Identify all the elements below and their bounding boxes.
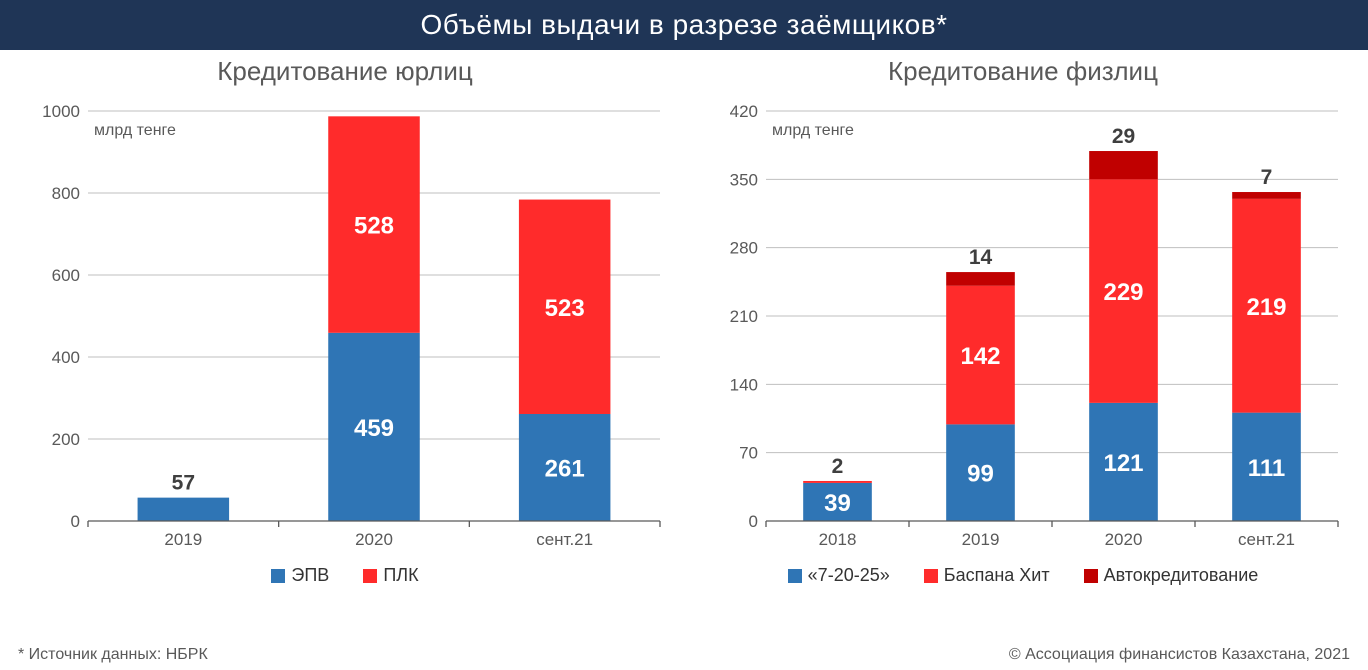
legend-swatch xyxy=(924,569,938,583)
page-title: Объёмы выдачи в разрезе заёмщиков* xyxy=(421,9,948,41)
svg-text:млрд тенге: млрд тенге xyxy=(94,122,176,139)
bar-value-label: 459 xyxy=(354,415,394,442)
bar-value-label: 7 xyxy=(1261,166,1273,189)
svg-text:600: 600 xyxy=(52,266,80,285)
svg-text:140: 140 xyxy=(730,375,758,394)
legend-swatch xyxy=(271,569,285,583)
footer-source: * Источник данных: НБРК xyxy=(18,646,208,664)
x-axis-label: 2020 xyxy=(355,530,393,549)
svg-text:280: 280 xyxy=(730,239,758,258)
x-axis-label: 2018 xyxy=(819,530,857,549)
legend-label: Баспана Хит xyxy=(944,565,1050,586)
bar-value-label: 111 xyxy=(1248,455,1285,482)
legend-swatch xyxy=(363,569,377,583)
legend-swatch xyxy=(788,569,802,583)
bar-value-label: 219 xyxy=(1246,294,1286,321)
x-axis-label: сент.21 xyxy=(1238,530,1295,549)
x-axis-label: 2019 xyxy=(164,530,202,549)
bar-value-label: 29 xyxy=(1112,125,1135,148)
bar-value-label: 14 xyxy=(969,246,993,269)
legend-label: ЭПВ xyxy=(291,565,329,586)
bar-value-label: 99 xyxy=(967,461,994,488)
chart-left-title: Кредитование юрлиц xyxy=(217,56,472,87)
footer: * Источник данных: НБРК © Ассоциация фин… xyxy=(18,646,1350,664)
svg-text:420: 420 xyxy=(730,102,758,121)
chart-left-panel: Кредитование юрлиц 0 200 400 600 800 1000 млрд… xyxy=(18,56,672,586)
charts-container: Кредитование юрлиц 0 200 400 600 800 1000 млрд… xyxy=(0,50,1368,586)
legend-swatch xyxy=(1084,569,1098,583)
x-axis-label: сент.21 xyxy=(536,530,593,549)
legend-label: Автокредитование xyxy=(1104,565,1259,586)
chart-left-legend: ЭПВ ПЛК xyxy=(271,565,418,586)
svg-text:0: 0 xyxy=(749,512,758,531)
chart-right-panel: Кредитование физлиц 0 70 140 210 280 350 420 мл… xyxy=(696,56,1350,586)
svg-text:0: 0 xyxy=(71,512,80,531)
bar-segment xyxy=(1089,151,1158,179)
bar-value-label: 229 xyxy=(1103,279,1143,306)
svg-text:400: 400 xyxy=(52,348,80,367)
bar-value-label: 523 xyxy=(545,295,585,322)
legend-item: «7-20-25» xyxy=(788,565,890,586)
bar-value-label: 121 xyxy=(1103,450,1143,477)
x-axis-label: 2020 xyxy=(1105,530,1143,549)
svg-text:70: 70 xyxy=(739,444,758,463)
chart-right-legend: «7-20-25» Баспана Хит Автокредитование xyxy=(788,565,1259,586)
legend-item: Баспана Хит xyxy=(924,565,1050,586)
page-title-bar: Объёмы выдачи в разрезе заёмщиков* xyxy=(0,0,1368,50)
bar-value-label: 261 xyxy=(545,455,585,482)
x-axis-label: 2019 xyxy=(962,530,1000,549)
chart-left-svg: 0 200 400 600 800 1000 млрд тенге 57 2019 459 528 2… xyxy=(18,91,672,561)
chart-right-svg: 070140210280350420млрд тенге392201899142… xyxy=(696,91,1350,561)
bar-value-label: 142 xyxy=(960,343,1000,370)
chart-right-title: Кредитование физлиц xyxy=(888,56,1158,87)
bar-value-label: 57 xyxy=(172,472,195,495)
bar-value-label: 2 xyxy=(832,455,844,478)
svg-text:800: 800 xyxy=(52,184,80,203)
bar-segment xyxy=(1232,192,1301,199)
legend-label: «7-20-25» xyxy=(808,565,890,586)
bar-value-label: 39 xyxy=(824,490,851,517)
legend-item: Автокредитование xyxy=(1084,565,1259,586)
svg-text:млрд тенге: млрд тенге xyxy=(772,122,854,139)
bar-segment xyxy=(138,498,230,521)
legend-item: ЭПВ xyxy=(271,565,329,586)
svg-text:210: 210 xyxy=(730,307,758,326)
svg-text:200: 200 xyxy=(52,430,80,449)
legend-item: ПЛК xyxy=(363,565,418,586)
bar-segment xyxy=(803,481,872,483)
footer-copyright: © Ассоциация финансистов Казахстана, 202… xyxy=(1009,646,1350,664)
legend-label: ПЛК xyxy=(383,565,418,586)
svg-text:1000: 1000 xyxy=(42,102,80,121)
bar-segment xyxy=(946,272,1015,286)
bar-value-label: 528 xyxy=(354,213,394,240)
svg-text:350: 350 xyxy=(730,170,758,189)
